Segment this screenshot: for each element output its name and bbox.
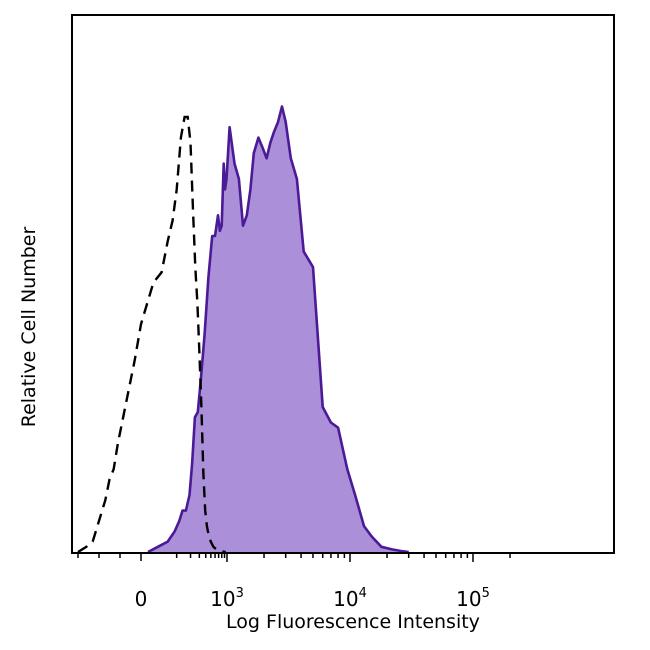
x-tick-label: 105 bbox=[456, 586, 490, 611]
stained-histogram-line bbox=[147, 105, 409, 554]
x-axis-ticks bbox=[77, 553, 511, 562]
stained-histogram-fill bbox=[148, 106, 409, 552]
x-tick-label: 104 bbox=[333, 586, 367, 611]
isotype-control-line bbox=[77, 115, 227, 554]
series-layer bbox=[77, 105, 409, 554]
x-tick-label: 103 bbox=[210, 586, 244, 611]
x-axis-tick-labels: 0 103 104 105 bbox=[135, 586, 490, 611]
y-axis-title: Relative Cell Number bbox=[18, 227, 40, 428]
x-tick-label: 0 bbox=[135, 587, 148, 611]
plot-frame bbox=[71, 14, 615, 554]
x-axis-title: Log Fluorescence Intensity bbox=[226, 611, 480, 633]
